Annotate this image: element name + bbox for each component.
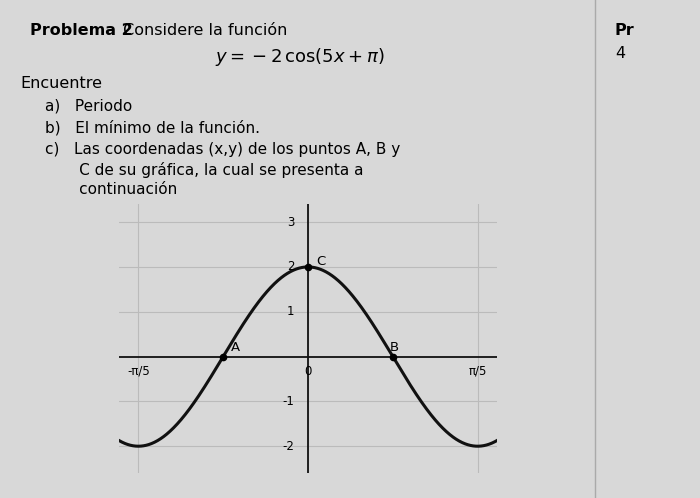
- Text: 1: 1: [287, 305, 295, 318]
- Text: Problema 2: Problema 2: [30, 23, 133, 38]
- Text: 4: 4: [615, 46, 625, 61]
- Text: 3: 3: [287, 216, 295, 229]
- Text: -π/5: -π/5: [127, 365, 150, 377]
- Text: π/5: π/5: [468, 365, 486, 377]
- Text: -2: -2: [283, 440, 295, 453]
- Text: Pr: Pr: [615, 23, 635, 38]
- Text: -1: -1: [283, 395, 295, 408]
- Text: C: C: [316, 254, 326, 268]
- Text: A: A: [231, 341, 240, 354]
- Text: c)   Las coordenadas (x,y) de los puntos A, B y: c) Las coordenadas (x,y) de los puntos A…: [45, 142, 400, 157]
- Text: 2: 2: [287, 260, 295, 273]
- Text: 0: 0: [304, 365, 312, 377]
- Text: Considere la función: Considere la función: [118, 23, 288, 38]
- Text: a)   Periodo: a) Periodo: [45, 98, 132, 113]
- Text: Encuentre: Encuentre: [20, 76, 102, 91]
- Text: B: B: [390, 341, 399, 354]
- Text: $y = -2\,\cos(5x + \pi)$: $y = -2\,\cos(5x + \pi)$: [215, 46, 384, 68]
- Text: C de su gráfica, la cual se presenta a: C de su gráfica, la cual se presenta a: [45, 162, 363, 178]
- Text: b)   El mínimo de la función.: b) El mínimo de la función.: [45, 120, 260, 135]
- Text: continuación: continuación: [45, 182, 177, 197]
